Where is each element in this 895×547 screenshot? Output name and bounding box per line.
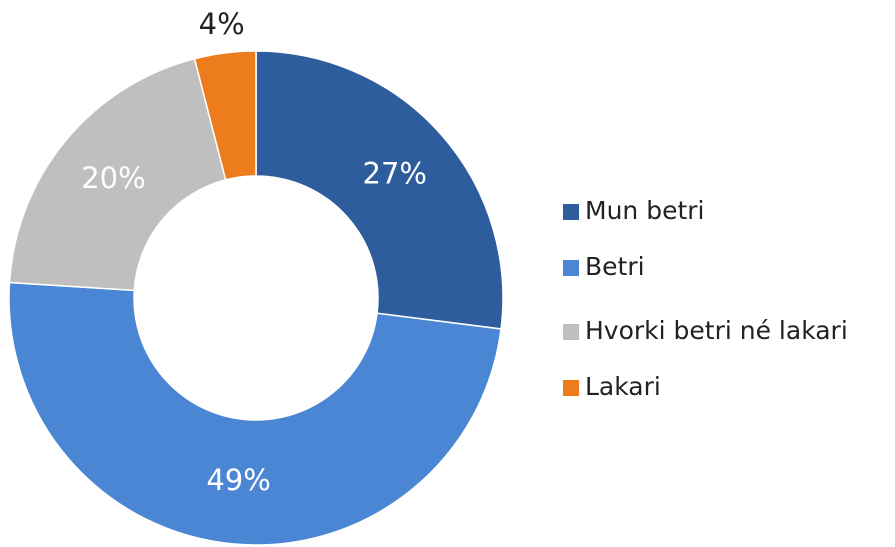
legend-label: Betri xyxy=(585,252,645,281)
donut-slice xyxy=(8,57,227,292)
legend-label: Lakari xyxy=(585,372,661,401)
legend-swatch xyxy=(563,260,579,276)
donut-slice xyxy=(193,50,257,181)
donut-slice xyxy=(8,281,502,546)
data-label: 49% xyxy=(206,463,270,497)
legend-swatch xyxy=(563,324,579,340)
data-label: 4% xyxy=(199,7,245,41)
legend-swatch xyxy=(563,204,579,220)
data-label: 27% xyxy=(363,157,427,191)
legend-swatch xyxy=(563,380,579,396)
legend-label: Mun betri xyxy=(585,196,704,225)
legend-label: Hvorki betri né lakari xyxy=(585,316,848,345)
donut-slice xyxy=(255,50,504,330)
data-label: 20% xyxy=(81,161,145,195)
